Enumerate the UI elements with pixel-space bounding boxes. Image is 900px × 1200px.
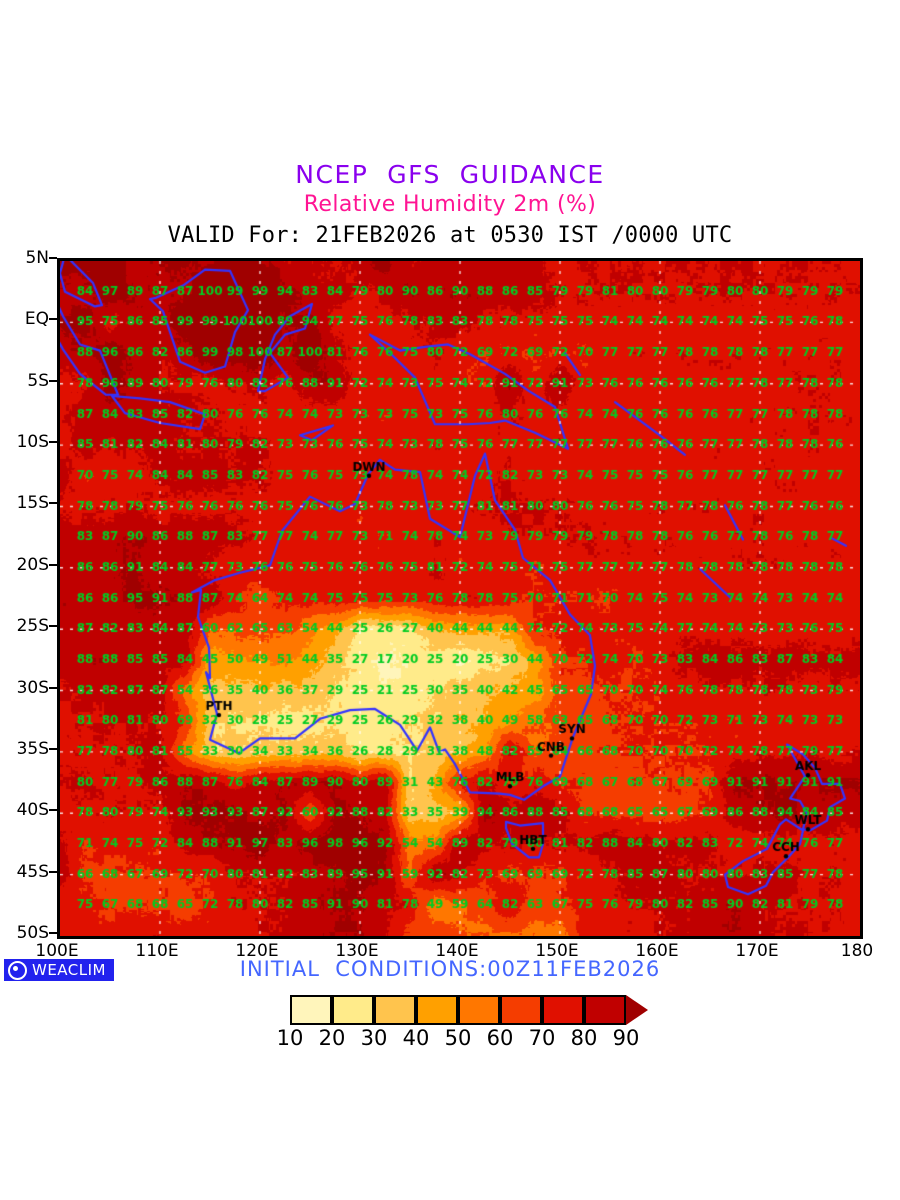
colorbar-tick-50: 50 bbox=[444, 1026, 472, 1050]
valid-time-label: VALID For: 21FEB2026 at 0530 IST /0000 U… bbox=[167, 223, 733, 248]
colorbar-tick-10: 10 bbox=[276, 1026, 304, 1050]
colorbar-tick-30: 30 bbox=[360, 1026, 388, 1050]
colorbar-tick-80: 80 bbox=[570, 1026, 598, 1050]
y-axis-tick-30S: 30S bbox=[16, 677, 49, 698]
y-axis-tick-50S: 50S bbox=[16, 923, 49, 943]
colorbar-left-arrow bbox=[254, 995, 290, 1025]
colorbar-swatch-7 bbox=[542, 995, 584, 1025]
page-title: NCEP GFS GUIDANCE bbox=[295, 160, 605, 189]
y-axis-tick-5S: 5S bbox=[27, 370, 49, 391]
y-axis-tick-mark bbox=[49, 625, 57, 628]
colorbar-swatch-3 bbox=[374, 995, 416, 1025]
y-axis-tick-mark bbox=[49, 932, 57, 934]
colorbar-tick-labels: 10 20 30 40 50 60 70 80 90 bbox=[254, 1025, 646, 1051]
colorbar-right-arrow bbox=[626, 995, 648, 1025]
y-axis-tick-mark bbox=[49, 441, 57, 444]
y-axis-tick-15S: 15S bbox=[16, 493, 49, 514]
colorbar-swatch-6 bbox=[500, 995, 542, 1025]
page-subtitle: Relative Humidity 2m (%) bbox=[303, 192, 597, 217]
initial-conditions-label: INITIAL CONDITIONS:00Z11FEB2026 bbox=[239, 957, 661, 981]
y-axis-tick-mark bbox=[49, 686, 57, 689]
weaclim-ring-icon bbox=[8, 960, 27, 980]
y-axis-tick-mark bbox=[49, 747, 57, 750]
y-axis-tick-40S: 40S bbox=[16, 800, 49, 821]
colorbar-swatch-4 bbox=[416, 995, 458, 1025]
y-axis-tick-20S: 20S bbox=[16, 554, 49, 575]
y-axis-tick-10S: 10S bbox=[16, 432, 49, 453]
colorbar-swatch-8 bbox=[584, 995, 626, 1025]
map-plot-area[interactable] bbox=[57, 258, 863, 939]
title-block: NCEP GFS GUIDANCE Relative Humidity 2m (… bbox=[0, 160, 900, 252]
colorbar-tick-40: 40 bbox=[402, 1026, 430, 1050]
y-axis-tick-mark bbox=[49, 257, 57, 259]
y-axis-tick-mark bbox=[49, 563, 57, 566]
y-axis-tick-mark bbox=[49, 809, 57, 812]
y-axis-tick-mark bbox=[49, 502, 57, 505]
colorbar-tick-20: 20 bbox=[318, 1026, 346, 1050]
colorbar: 10 20 30 40 50 60 70 80 90 bbox=[0, 995, 900, 1051]
y-axis-tick-25S: 25S bbox=[16, 616, 49, 637]
weaclim-logo-text: WEACLIM bbox=[32, 961, 107, 979]
y-axis-tick-35S: 35S bbox=[16, 738, 49, 759]
y-axis-tick-mark bbox=[49, 870, 57, 873]
colorbar-tick-90: 90 bbox=[612, 1026, 640, 1050]
colorbar-swatches bbox=[254, 995, 648, 1025]
colorbar-swatch-1 bbox=[290, 995, 332, 1025]
y-axis-tick-EQ: EQ bbox=[24, 309, 49, 330]
colorbar-swatch-5 bbox=[458, 995, 500, 1025]
humidity-heatmap-canvas[interactable] bbox=[60, 261, 860, 936]
y-axis-tick-mark bbox=[49, 318, 57, 321]
y-axis-tick-45S: 45S bbox=[16, 861, 49, 882]
colorbar-tick-60: 60 bbox=[486, 1026, 514, 1050]
colorbar-swatch-2 bbox=[332, 995, 374, 1025]
y-axis-tick-mark bbox=[49, 379, 57, 382]
colorbar-tick-70: 70 bbox=[528, 1026, 556, 1050]
weaclim-logo[interactable]: WEACLIM bbox=[4, 959, 115, 981]
